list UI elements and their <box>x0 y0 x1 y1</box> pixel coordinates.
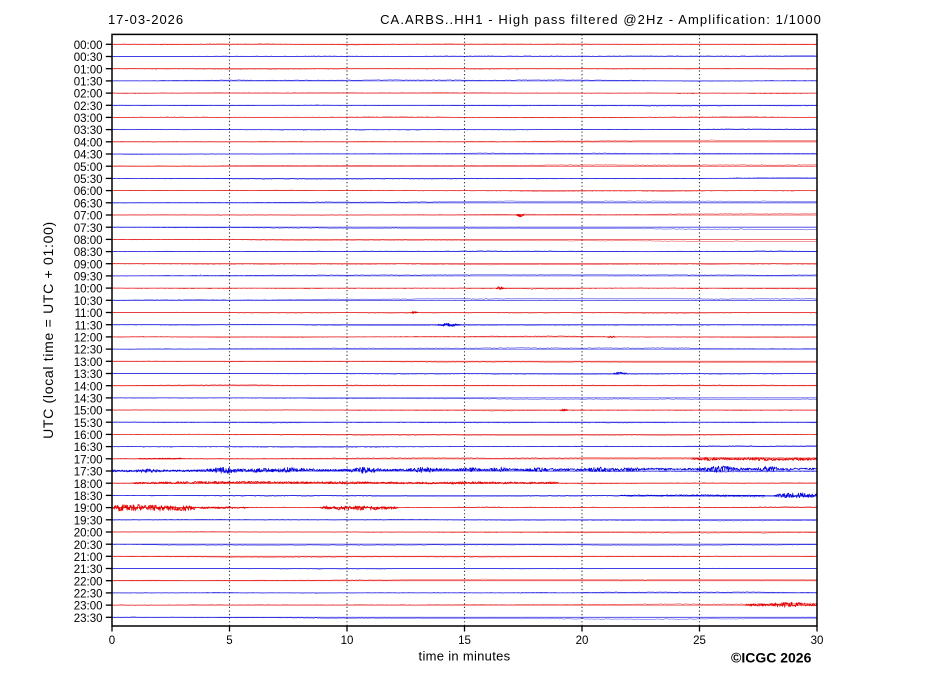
svg-text:03:00: 03:00 <box>74 113 103 125</box>
svg-text:04:00: 04:00 <box>74 137 103 149</box>
svg-text:23:30: 23:30 <box>74 613 103 625</box>
svg-text:05:30: 05:30 <box>74 174 103 186</box>
svg-text:23:00: 23:00 <box>74 601 103 613</box>
svg-text:09:00: 09:00 <box>74 259 103 271</box>
svg-text:19:30: 19:30 <box>74 515 103 527</box>
svg-text:04:30: 04:30 <box>74 150 103 162</box>
svg-text:0: 0 <box>109 635 115 647</box>
svg-text:time in minutes: time in minutes <box>419 649 511 664</box>
svg-text:12:30: 12:30 <box>74 345 103 357</box>
svg-text:00:30: 00:30 <box>74 52 103 64</box>
svg-text:21:00: 21:00 <box>74 552 103 564</box>
svg-text:15: 15 <box>458 635 471 647</box>
svg-text:06:00: 06:00 <box>74 186 103 198</box>
svg-text:22:00: 22:00 <box>74 576 103 588</box>
svg-text:30: 30 <box>811 635 824 647</box>
svg-text:13:30: 13:30 <box>74 369 103 381</box>
svg-text:16:00: 16:00 <box>74 430 103 442</box>
svg-text:01:30: 01:30 <box>74 77 103 89</box>
svg-text:21:30: 21:30 <box>74 564 103 576</box>
svg-text:02:30: 02:30 <box>74 101 103 113</box>
svg-text:17-03-2026: 17-03-2026 <box>108 12 184 27</box>
svg-text:11:30: 11:30 <box>75 320 103 332</box>
svg-text:10: 10 <box>341 635 354 647</box>
svg-text:©ICGC 2026: ©ICGC 2026 <box>731 650 812 666</box>
svg-text:22:30: 22:30 <box>74 589 103 601</box>
svg-text:14:00: 14:00 <box>74 381 103 393</box>
svg-text:17:00: 17:00 <box>74 454 103 466</box>
svg-text:18:30: 18:30 <box>74 491 103 503</box>
svg-text:08:00: 08:00 <box>74 235 103 247</box>
svg-text:12:00: 12:00 <box>74 333 103 345</box>
svg-text:19:00: 19:00 <box>74 503 103 515</box>
svg-text:07:00: 07:00 <box>74 211 103 223</box>
svg-text:UTC (local time = UTC + 01:00): UTC (local time = UTC + 01:00) <box>40 221 56 439</box>
svg-text:10:30: 10:30 <box>74 296 103 308</box>
svg-text:18:00: 18:00 <box>74 479 103 491</box>
svg-text:02:00: 02:00 <box>74 89 103 101</box>
svg-text:01:00: 01:00 <box>74 64 103 76</box>
svg-text:16:30: 16:30 <box>74 442 103 454</box>
svg-text:13:00: 13:00 <box>74 357 103 369</box>
svg-text:20:30: 20:30 <box>74 540 103 552</box>
svg-text:11:00: 11:00 <box>75 308 103 320</box>
svg-text:00:00: 00:00 <box>74 40 103 52</box>
svg-text:17:30: 17:30 <box>74 467 103 479</box>
svg-text:03:30: 03:30 <box>74 125 103 137</box>
svg-text:15:30: 15:30 <box>74 418 103 430</box>
svg-text:15:00: 15:00 <box>74 406 103 418</box>
svg-text:07:30: 07:30 <box>74 223 103 235</box>
svg-text:05:00: 05:00 <box>74 162 103 174</box>
svg-text:20:00: 20:00 <box>74 528 103 540</box>
svg-text:25: 25 <box>693 635 706 647</box>
svg-text:10:00: 10:00 <box>74 284 103 296</box>
svg-text:08:30: 08:30 <box>74 247 103 259</box>
svg-text:CA.ARBS..HH1 - High pass filte: CA.ARBS..HH1 - High pass filtered @2Hz -… <box>380 12 822 27</box>
svg-text:5: 5 <box>226 635 232 647</box>
svg-text:14:30: 14:30 <box>74 394 103 406</box>
svg-text:06:30: 06:30 <box>74 198 103 210</box>
svg-text:20: 20 <box>576 635 589 647</box>
svg-text:09:30: 09:30 <box>74 272 103 284</box>
